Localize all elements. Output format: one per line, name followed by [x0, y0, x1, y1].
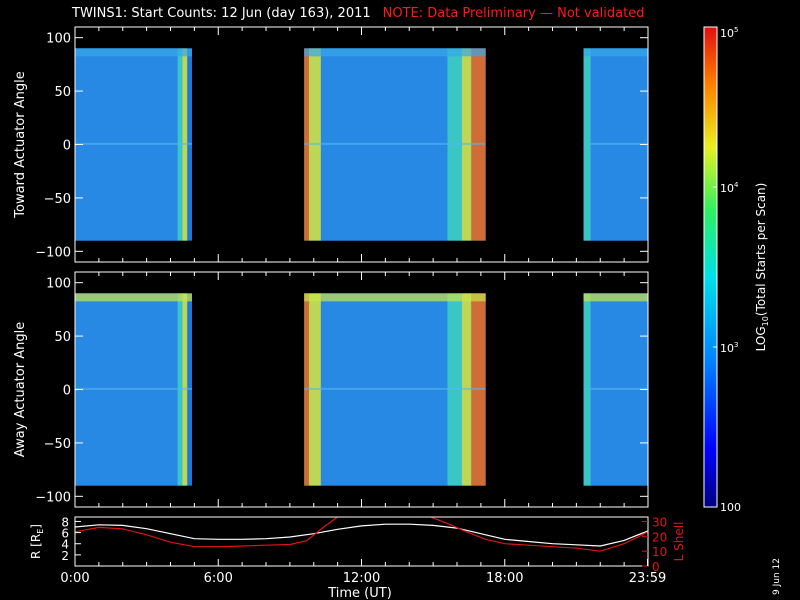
colorbar-tick-base: 10 [720, 342, 734, 355]
y-tick-label: 6 [61, 527, 69, 541]
y-tick-label: 100 [46, 32, 71, 47]
orbit-frame [74, 516, 649, 567]
colorbar-tick-label: 105 [720, 26, 738, 40]
edge-stripe [304, 48, 486, 57]
colorbar-bar [703, 26, 718, 508]
x-tick-label: 12:00 [343, 571, 380, 586]
y-tick-label: 2 [61, 549, 69, 563]
y-tick-label: 0 [63, 384, 71, 399]
y-axis-label: Away Actuator Angle [13, 322, 28, 457]
heatmap-panel-away: 100 50 0 −50 −100 Away Actuator Angle [13, 271, 649, 508]
chart-title: TWINS1: Start Counts: 12 Jun (day 163), … [72, 6, 644, 21]
orbit-y-label-sub: E [36, 529, 45, 534]
y-axis-label: Toward Actuator Angle [13, 71, 28, 218]
y2-tick-label: 30 [652, 515, 667, 529]
orbit-y-label: R [RE] [29, 524, 45, 559]
edge-stripe [304, 293, 486, 302]
x-tick-label: 0:00 [60, 571, 89, 586]
y-tick-label: 8 [61, 515, 69, 529]
x-tick-label: 18:00 [486, 571, 523, 586]
y-tick-label: 100 [46, 277, 71, 292]
zero-angle-stripe [304, 387, 486, 390]
colorbar-label: LOG10(Total Starts per Scan) [754, 183, 770, 352]
y-tick-label: 50 [54, 85, 71, 100]
zero-angle-stripe [75, 387, 192, 390]
heatmap-panel-toward: 100 50 0 −50 −100 Toward Actuator Angle [13, 26, 649, 263]
y-tick-label: −100 [35, 490, 71, 505]
colorbar-tick-label: 104 [720, 181, 739, 195]
colorbar-label-post: (Total Starts per Scan) [754, 183, 768, 317]
y-tick-label: −50 [44, 192, 71, 207]
zero-angle-stripe [583, 142, 648, 145]
orbit-y2-label: L Shell [672, 522, 686, 562]
preliminary-note: NOTE: Data Preliminary — Not validated [382, 6, 645, 21]
colorbar-tick-base: 100 [720, 501, 741, 514]
edge-stripe [583, 48, 648, 57]
colorbar-label-sub: 10 [761, 316, 770, 326]
colorbar-tick-exp: 5 [734, 26, 738, 34]
y2-tick-label: 0 [652, 560, 660, 574]
zero-angle-stripe [75, 142, 192, 145]
x-tick-label: 6:00 [204, 571, 233, 586]
title-text: TWINS1: Start Counts: 12 Jun (day 163), … [72, 6, 371, 21]
orbit-y-label-end: ] [29, 524, 43, 529]
y-tick-label: 4 [61, 538, 69, 552]
y-tick-label: 0 [63, 139, 71, 154]
orbit-y-label-main: R [R [29, 534, 43, 559]
x-tick-label: 23:59 [629, 571, 666, 586]
colorbar-tick-base: 10 [720, 182, 734, 195]
y2-tick-label: 10 [652, 545, 667, 559]
colorbar-label-pre: LOG [754, 326, 768, 351]
edge-stripe [75, 48, 192, 57]
colorbar-tick-exp: 3 [734, 341, 738, 349]
y-tick-label: 50 [54, 330, 71, 345]
colorbar-tick-label: 100 [720, 501, 741, 514]
lshell-series-line [75, 517, 338, 548]
y2-tick-label: 20 [652, 530, 667, 544]
y-tick-label: −100 [35, 245, 71, 260]
edge-stripe [75, 293, 192, 302]
x-axis-label: Time (UT) [327, 586, 392, 600]
zero-angle-stripe [583, 387, 648, 390]
y-tick-label: −50 [44, 437, 71, 452]
colorbar-tick-exp: 4 [734, 181, 739, 189]
lshell-series-line [430, 517, 648, 552]
radius-series-line [75, 523, 648, 547]
colorbar-tick-label: 103 [720, 341, 738, 355]
colorbar-tick-base: 10 [720, 27, 734, 40]
zero-angle-stripe [304, 142, 486, 145]
edge-stripe [583, 293, 648, 302]
